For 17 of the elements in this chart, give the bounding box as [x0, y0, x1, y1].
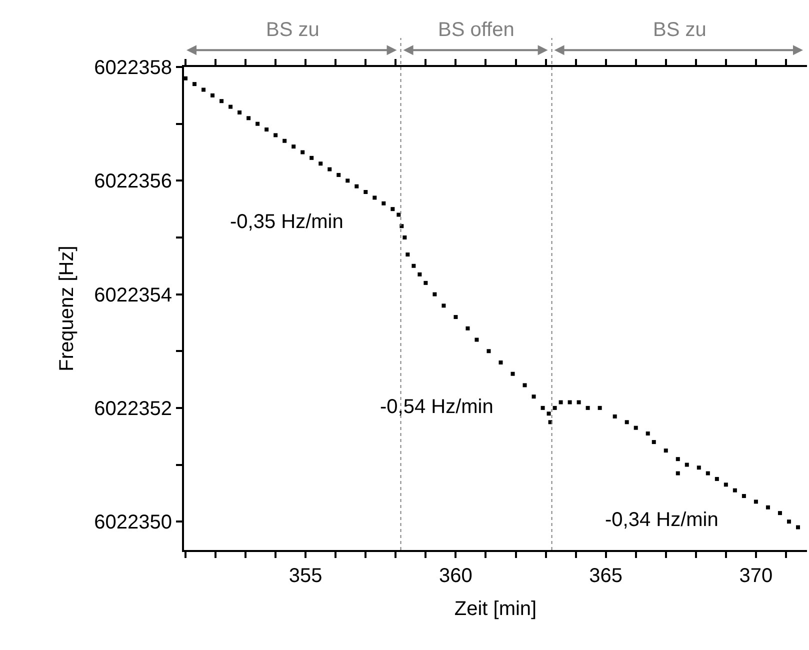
text: BS offen [438, 19, 514, 41]
text: BS zu [266, 19, 320, 41]
y-tick-label: 6022356 [94, 170, 172, 193]
annotation: -0,34 Hz/min [605, 509, 718, 531]
y-tick-label: 6022352 [94, 398, 172, 420]
annotation: -0,54 Hz/min [380, 396, 494, 418]
x-axis-title: Zeit [min] [454, 598, 537, 620]
text: BS zu [653, 19, 706, 41]
y-axis-title: Frequenz [Hz] [56, 246, 78, 372]
annotation: -0,35 Hz/min [230, 211, 344, 233]
y-tick-label: 6022354 [94, 284, 172, 306]
y-tick-label: 6022358 [94, 57, 172, 79]
x-tick-label: 355 [288, 565, 322, 587]
y-tick-label: 6022350 [94, 512, 172, 534]
x-tick-label: 360 [439, 565, 472, 587]
x-tick-label: 370 [739, 565, 773, 587]
x-tick-label: 365 [589, 565, 623, 587]
